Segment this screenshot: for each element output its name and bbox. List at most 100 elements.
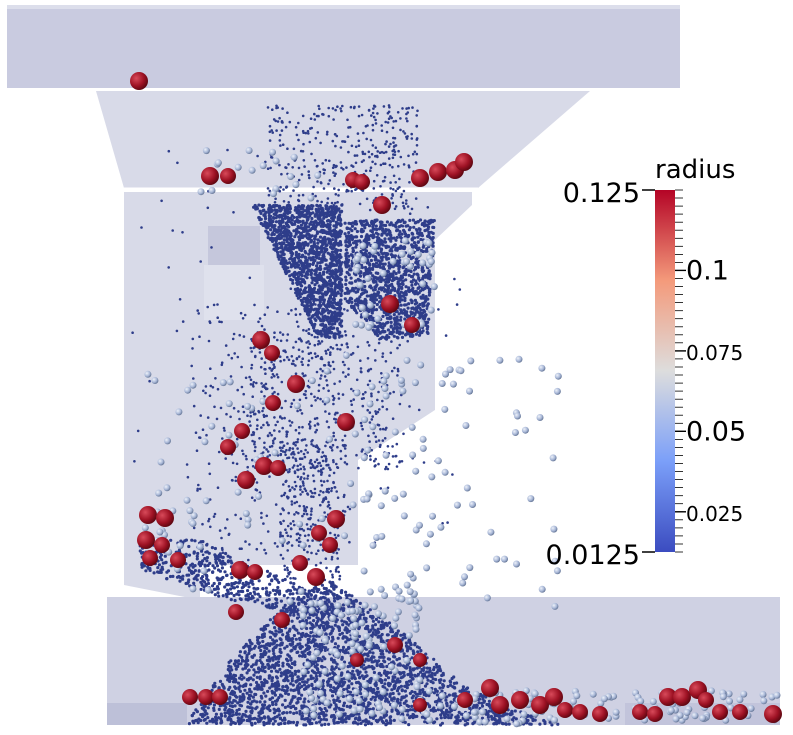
small-particle xyxy=(280,242,284,246)
small-particle xyxy=(320,211,324,215)
small-particle xyxy=(411,694,415,698)
small-particle xyxy=(421,329,425,333)
small-particle xyxy=(331,275,335,280)
small-particle xyxy=(339,243,343,247)
small-particle xyxy=(339,298,343,302)
small-particle xyxy=(312,289,316,293)
small-particle xyxy=(268,203,272,207)
small-particle xyxy=(316,204,321,208)
small-particle xyxy=(410,283,414,287)
small-particle xyxy=(397,233,401,237)
small-particle xyxy=(237,707,241,712)
small-particle xyxy=(366,658,370,662)
small-particle xyxy=(400,232,404,236)
small-particle xyxy=(336,291,340,295)
small-particle xyxy=(416,248,420,252)
small-particle xyxy=(370,266,375,270)
small-particle xyxy=(441,683,445,687)
small-particle xyxy=(229,665,233,669)
small-particle xyxy=(254,207,258,211)
small-particle xyxy=(310,315,314,319)
small-particle xyxy=(408,668,412,672)
small-particle xyxy=(302,304,306,308)
small-particle xyxy=(300,704,304,708)
small-particle xyxy=(487,699,491,703)
small-particle xyxy=(291,222,295,226)
small-particle xyxy=(407,254,411,258)
small-particle xyxy=(389,320,393,324)
small-particle xyxy=(297,255,301,259)
small-particle xyxy=(428,219,432,223)
small-particle xyxy=(444,715,448,719)
small-particle xyxy=(431,219,435,223)
small-particle xyxy=(330,322,334,326)
small-particle xyxy=(205,721,209,725)
small-particle xyxy=(228,679,232,684)
small-particle xyxy=(501,714,505,718)
small-particle xyxy=(274,216,278,220)
small-particle xyxy=(365,271,369,275)
small-particle xyxy=(381,322,385,326)
small-particle xyxy=(365,674,369,678)
small-particle xyxy=(315,298,319,302)
small-particle xyxy=(294,291,298,295)
small-particle xyxy=(320,659,324,663)
small-particle xyxy=(290,278,295,282)
small-particle xyxy=(334,274,338,278)
small-particle xyxy=(404,684,408,689)
small-particle xyxy=(206,706,210,710)
small-particle xyxy=(435,689,439,694)
small-particle xyxy=(374,257,378,261)
small-particle xyxy=(308,298,312,302)
small-particle xyxy=(408,666,412,670)
small-particle xyxy=(367,224,372,228)
small-particle xyxy=(305,312,310,316)
small-particle xyxy=(265,721,269,726)
small-particle xyxy=(353,299,357,303)
small-particle xyxy=(268,618,272,622)
small-particle xyxy=(344,254,348,258)
small-particle xyxy=(294,245,298,249)
small-particle xyxy=(339,210,343,214)
small-particle xyxy=(371,615,375,619)
small-particle xyxy=(507,722,511,726)
small-particle xyxy=(438,686,442,690)
small-particle xyxy=(319,267,323,271)
small-particle xyxy=(369,657,373,661)
small-particle xyxy=(313,237,317,241)
small-particle xyxy=(317,256,321,261)
small-particle xyxy=(320,723,324,727)
small-particle xyxy=(348,236,353,240)
small-particle xyxy=(320,278,324,282)
small-particle xyxy=(286,230,290,235)
small-particle xyxy=(309,321,313,325)
small-particle xyxy=(396,288,400,293)
small-particle xyxy=(241,667,245,671)
small-particle xyxy=(319,707,323,712)
small-particle xyxy=(330,665,334,669)
small-particle xyxy=(388,692,392,696)
small-particle xyxy=(346,690,350,694)
small-particle xyxy=(299,242,303,246)
small-particle xyxy=(275,715,279,719)
small-particle xyxy=(400,286,404,290)
small-particle xyxy=(287,225,291,229)
small-particle xyxy=(262,208,266,212)
small-particle xyxy=(345,251,349,255)
small-particle xyxy=(313,317,317,321)
small-particle xyxy=(316,273,321,277)
small-particle xyxy=(315,290,319,295)
small-particle xyxy=(296,275,300,279)
small-particle xyxy=(425,682,429,686)
small-particle xyxy=(279,232,283,236)
small-particle xyxy=(427,317,431,321)
small-particle xyxy=(339,306,343,310)
small-particle xyxy=(423,219,427,223)
small-particle xyxy=(441,710,445,715)
small-particle xyxy=(286,692,291,696)
top-plate xyxy=(7,5,680,88)
small-particle xyxy=(324,718,329,722)
small-particle xyxy=(324,713,328,717)
small-particle xyxy=(378,220,382,224)
